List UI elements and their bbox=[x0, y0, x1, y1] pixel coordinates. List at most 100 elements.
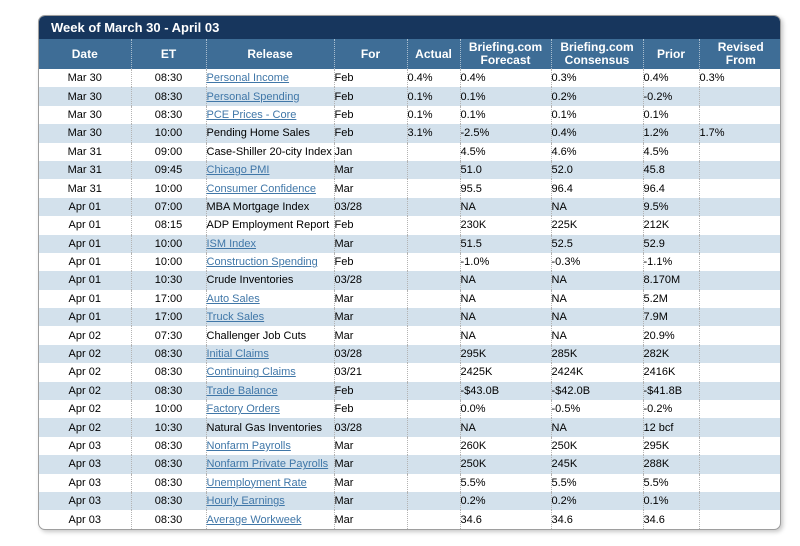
cell-date: Mar 30 bbox=[39, 124, 132, 143]
cell-date: Apr 02 bbox=[39, 344, 132, 364]
cell-consensus: 245K bbox=[551, 455, 644, 474]
cell-actual bbox=[407, 418, 461, 437]
cell-for: Mar bbox=[334, 473, 408, 492]
release-link[interactable]: PCE Prices - Core bbox=[206, 108, 297, 121]
table-row: Apr 02 08:30 Continuing Claims 03/21 2425K 24… bbox=[39, 363, 780, 382]
cell-date: Apr 03 bbox=[39, 491, 132, 511]
cell-date: Apr 02 bbox=[39, 418, 132, 437]
cell-et: 08:15 bbox=[131, 216, 207, 235]
release-link[interactable]: Initial Claims bbox=[206, 348, 269, 361]
cell-forecast: -$43.0B bbox=[460, 381, 552, 401]
cell-date: Apr 02 bbox=[39, 381, 132, 401]
cell-revised bbox=[699, 161, 780, 179]
cell-consensus: 5.5% bbox=[551, 473, 644, 492]
cell-forecast: 0.2% bbox=[460, 491, 552, 511]
cell-consensus: -$42.0B bbox=[551, 381, 644, 401]
cell-actual bbox=[407, 308, 461, 327]
release-link[interactable]: ISM Index bbox=[206, 237, 257, 250]
cell-actual bbox=[407, 142, 461, 161]
column-header-row: Date ET Release For Actual Briefing.com Foreca… bbox=[39, 39, 780, 69]
release-link[interactable]: Average Workweek bbox=[206, 513, 302, 526]
release-link[interactable]: Construction Spending bbox=[206, 256, 318, 269]
release-link[interactable]: Auto Sales bbox=[206, 292, 260, 305]
release-link[interactable]: Nonfarm Private Payrolls bbox=[206, 458, 329, 471]
release-link[interactable]: Consumer Confidence bbox=[206, 182, 316, 195]
cell-actual bbox=[407, 197, 461, 217]
cell-date: Apr 01 bbox=[39, 271, 132, 290]
cell-for: Feb bbox=[334, 252, 408, 272]
cell-et: 08:30 bbox=[131, 491, 207, 511]
cell-date: Mar 30 bbox=[39, 87, 132, 106]
cell-forecast: -2.5% bbox=[460, 124, 552, 143]
column-header-forecast: Briefing.com Forecast bbox=[460, 39, 552, 69]
cell-prior: 7.9M bbox=[643, 308, 700, 327]
cell-consensus: -0.5% bbox=[551, 400, 644, 419]
cell-consensus: -0.3% bbox=[551, 252, 644, 272]
cell-forecast: 5.5% bbox=[460, 473, 552, 492]
cell-prior: 9.5% bbox=[643, 197, 700, 217]
cell-release: Natural Gas Inventories bbox=[206, 418, 335, 437]
release-link[interactable]: Trade Balance bbox=[206, 384, 278, 397]
cell-revised bbox=[699, 382, 780, 400]
release-link[interactable]: Hourly Earnings bbox=[206, 495, 285, 508]
cell-et: 09:45 bbox=[131, 160, 207, 180]
cell-consensus: 0.2% bbox=[551, 491, 644, 511]
release-link[interactable]: Chicago PMI bbox=[206, 164, 270, 177]
cell-actual bbox=[407, 344, 461, 364]
cell-actual bbox=[407, 326, 461, 345]
table-row: Mar 30 08:30 Personal Income Feb 0.4% 0.4% 0.3… bbox=[39, 69, 780, 88]
table-row: Apr 01 10:30 Crude Inventories 03/28 NA NA 8.1… bbox=[39, 271, 780, 290]
cell-release: Challenger Job Cuts bbox=[206, 326, 335, 345]
cell-date: Apr 01 bbox=[39, 234, 132, 253]
cell-consensus: 52.0 bbox=[551, 160, 644, 180]
cell-release: Initial Claims bbox=[206, 344, 335, 364]
cell-prior: 0.1% bbox=[643, 105, 700, 125]
cell-prior: 5.2M bbox=[643, 289, 700, 309]
cell-for: Mar bbox=[334, 308, 408, 327]
cell-for: Feb bbox=[334, 381, 408, 401]
cell-revised bbox=[699, 253, 780, 271]
cell-release: Factory Orders bbox=[206, 400, 335, 419]
release-link[interactable]: Continuing Claims bbox=[206, 366, 296, 379]
table-row: Apr 02 08:30 Initial Claims 03/28 295K 285K 28… bbox=[39, 344, 780, 364]
cell-actual bbox=[407, 289, 461, 309]
release-link[interactable]: Truck Sales bbox=[206, 311, 265, 324]
release-link[interactable]: Factory Orders bbox=[206, 403, 280, 416]
cell-for: Jan bbox=[334, 142, 408, 161]
cell-forecast: NA bbox=[460, 418, 552, 437]
cell-forecast: NA bbox=[460, 289, 552, 309]
release-link[interactable]: Personal Spending bbox=[206, 90, 300, 103]
column-header-revised: Revised From bbox=[699, 39, 780, 69]
cell-for: Mar bbox=[334, 436, 408, 456]
cell-forecast: NA bbox=[460, 326, 552, 345]
cell-consensus: NA bbox=[551, 197, 644, 217]
table-row: Mar 31 10:00 Consumer Confidence Mar 95.5 96.… bbox=[39, 179, 780, 198]
cell-prior: 45.8 bbox=[643, 160, 700, 180]
column-header-prior: Prior bbox=[643, 39, 700, 69]
cell-prior: 0.4% bbox=[643, 69, 700, 88]
cell-for: Feb bbox=[334, 124, 408, 143]
release-link[interactable]: Nonfarm Payrolls bbox=[206, 440, 291, 452]
cell-for: Feb bbox=[334, 69, 408, 88]
cell-release: Consumer Confidence bbox=[206, 179, 335, 198]
release-link[interactable]: Unemployment Rate bbox=[206, 476, 307, 489]
column-header-et: ET bbox=[131, 39, 207, 69]
cell-actual bbox=[407, 510, 461, 529]
cell-actual bbox=[407, 271, 461, 290]
cell-actual bbox=[407, 473, 461, 492]
cell-for: Mar bbox=[334, 289, 408, 309]
table-row: Apr 03 08:30 Hourly Earnings Mar 0.2% 0.2% 0.1… bbox=[39, 491, 780, 511]
cell-actual bbox=[407, 160, 461, 180]
cell-prior: 96.4 bbox=[643, 179, 700, 198]
cell-prior: -1.1% bbox=[643, 252, 700, 272]
cell-forecast: 0.1% bbox=[460, 105, 552, 125]
column-header-consensus: Briefing.com Consensus bbox=[551, 39, 644, 69]
cell-actual: 0.4% bbox=[407, 69, 461, 88]
cell-prior: -0.2% bbox=[643, 400, 700, 419]
table-row: Mar 31 09:45 Chicago PMI Mar 51.0 52.0 45.8 bbox=[39, 160, 780, 180]
cell-et: 08:30 bbox=[131, 436, 207, 456]
release-link[interactable]: Personal Income bbox=[206, 72, 290, 85]
column-header-for: For bbox=[334, 39, 408, 69]
cell-actual bbox=[407, 252, 461, 272]
cell-revised bbox=[699, 216, 780, 234]
